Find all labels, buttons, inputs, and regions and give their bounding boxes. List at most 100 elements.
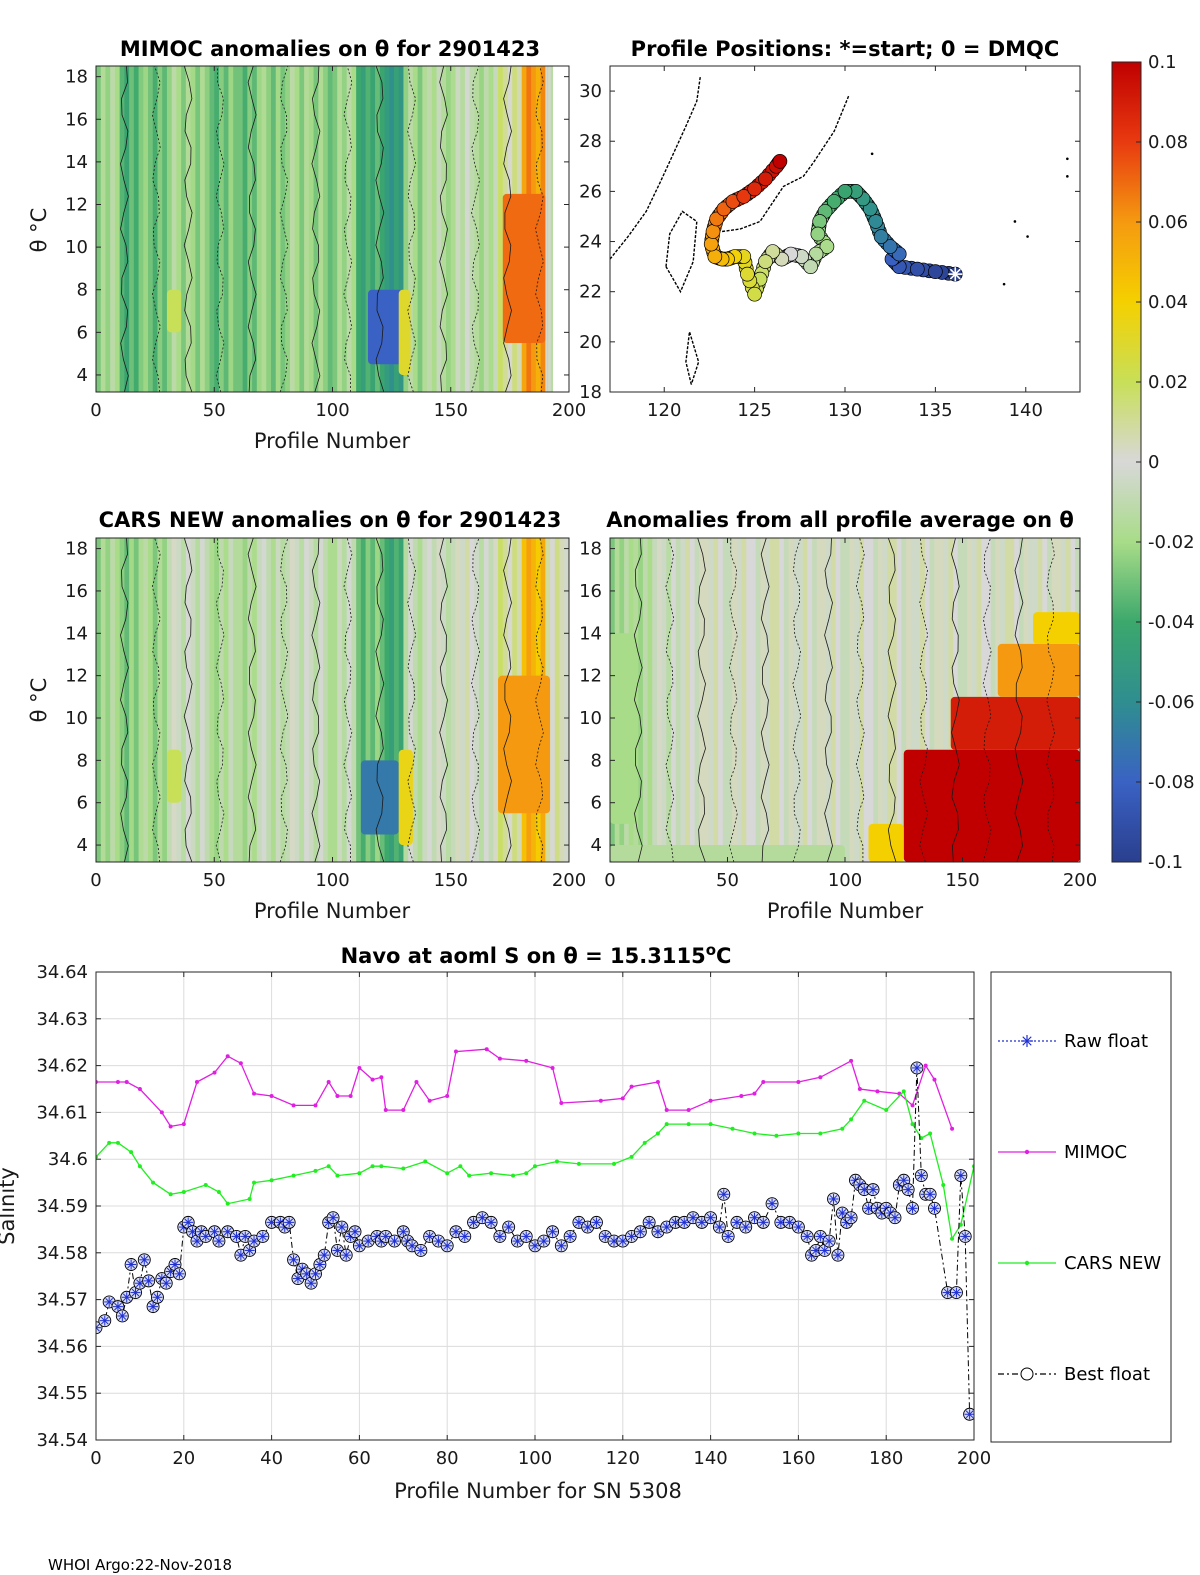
- raw-float-star: [917, 1171, 926, 1180]
- raw-float-star: [812, 1246, 820, 1255]
- heat-cell: [304, 66, 310, 392]
- heat-cell: [280, 66, 286, 392]
- legend-dot-icon: [1024, 1149, 1030, 1155]
- x-tick-label: 50: [203, 870, 226, 891]
- heat-cell: [896, 538, 902, 862]
- heat-cell: [647, 538, 653, 862]
- raw-float-star: [654, 1227, 662, 1236]
- series-point: [423, 1159, 428, 1164]
- heat-cell: [479, 66, 485, 392]
- heat-cell: [431, 538, 438, 862]
- heat-cell: [722, 538, 729, 862]
- x-tick-label: 200: [552, 400, 586, 421]
- heat-cell: [323, 538, 329, 862]
- heat-cell: [214, 66, 220, 392]
- heat-cell: [393, 66, 400, 392]
- colorbar-tick-label: 0.06: [1148, 212, 1188, 233]
- raw-float-star: [100, 1316, 109, 1325]
- allavg-x-ticks: 0 50 100 150 200: [604, 538, 1097, 891]
- y-tick-label: 10: [65, 237, 88, 258]
- heat-cell: [171, 538, 178, 862]
- raw-float-star: [210, 1227, 219, 1236]
- profile-position-marker: [909, 261, 925, 277]
- heat-cell: [384, 66, 390, 392]
- colorbar-tick-label: -0.04: [1148, 612, 1195, 633]
- raw-float-star: [175, 1269, 184, 1278]
- contour-line: [183, 538, 193, 862]
- series-point: [739, 1094, 744, 1099]
- legend-label: Raw float: [1064, 1031, 1148, 1052]
- y-tick-label: 34.59: [36, 1196, 88, 1217]
- heat-cell: [190, 538, 196, 862]
- heat-cell: [218, 66, 225, 392]
- heat-cell: [675, 538, 682, 862]
- series-point: [554, 1159, 559, 1164]
- y-tick-label: 34.6: [48, 1149, 88, 1170]
- heat-cell: [849, 538, 855, 862]
- raw-float-star: [952, 1288, 961, 1297]
- series-point: [168, 1192, 173, 1197]
- heat-cell: [323, 66, 329, 392]
- heat-cell: [110, 538, 116, 862]
- raw-float-star: [697, 1218, 706, 1227]
- heat-cell: [939, 538, 945, 862]
- series-point: [655, 1131, 660, 1136]
- heat-cell: [422, 538, 428, 862]
- raw-float-star: [416, 1246, 425, 1255]
- series-point: [752, 1131, 757, 1136]
- heat-cell: [564, 538, 569, 862]
- series-point: [497, 1056, 502, 1061]
- raw-float-star: [715, 1223, 724, 1231]
- y-tick-label: 4: [77, 835, 88, 856]
- heat-cell: [337, 66, 343, 392]
- colorbar-tick-label: 0: [1148, 452, 1159, 473]
- raw-float-star: [96, 1326, 100, 1332]
- raw-float-star: [869, 1185, 877, 1194]
- heat-cell: [783, 538, 790, 862]
- x-tick-label: 200: [552, 870, 586, 891]
- y-tick-label: 6: [77, 793, 88, 814]
- allavg-xlabel: Profile Number: [767, 899, 924, 923]
- heat-cell: [427, 66, 433, 392]
- raw-float-star: [776, 1218, 785, 1227]
- heat-cell: [661, 538, 667, 862]
- series-point: [559, 1101, 564, 1106]
- x-tick-label: 100: [828, 870, 862, 891]
- series-point: [484, 1047, 489, 1052]
- heat-cell: [403, 66, 409, 392]
- salinity-xlabel: Profile Number for SN 5308: [394, 1479, 682, 1503]
- heat-cell: [412, 66, 419, 392]
- heat-cell: [436, 538, 442, 862]
- series-point: [642, 1140, 647, 1145]
- coastline: [722, 95, 850, 233]
- y-tick-label: 34.63: [36, 1009, 88, 1030]
- series-point: [862, 1098, 867, 1103]
- y-tick-label: 12: [579, 666, 602, 687]
- heat-cell: [638, 538, 644, 862]
- profile-position-marker: [736, 189, 752, 204]
- y-tick-label: 24: [579, 232, 602, 253]
- profile-position-marker: [873, 229, 889, 244]
- heat-cell: [332, 538, 338, 862]
- contour-line: [1014, 538, 1024, 862]
- heat-cell: [417, 538, 423, 862]
- x-tick-label: 150: [434, 400, 468, 421]
- heat-cell: [289, 538, 296, 862]
- contour-line: [471, 66, 481, 392]
- series-point: [291, 1103, 296, 1108]
- colorbar-tick-label: -0.06: [1148, 692, 1195, 713]
- heat-feature: [950, 696, 1080, 750]
- y-tick-label: 14: [65, 623, 88, 644]
- heat-cell: [228, 66, 234, 392]
- x-tick-label: 140: [693, 1448, 727, 1469]
- heat-cell: [479, 538, 485, 862]
- colorbar-tick-label: -0.1: [1148, 852, 1183, 873]
- heat-cell: [256, 66, 263, 392]
- series-point: [524, 1171, 529, 1176]
- heat-cell: [436, 66, 442, 392]
- raw-float-star: [531, 1241, 539, 1250]
- series-point: [919, 1136, 924, 1141]
- heat-cell: [313, 538, 319, 862]
- contour-line: [343, 66, 353, 392]
